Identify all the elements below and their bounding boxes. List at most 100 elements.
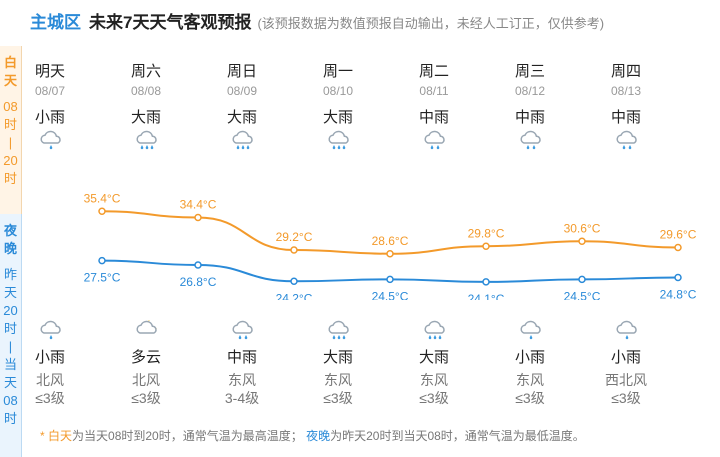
night-temp-label: 27.5°C bbox=[84, 271, 121, 285]
day-temp-label: 29.8°C bbox=[468, 226, 505, 240]
heavy-rain-icon bbox=[134, 128, 160, 152]
weekday-label: 周四 bbox=[610, 63, 641, 80]
night-temp-label: 24.5°C bbox=[564, 289, 601, 300]
night-time-char: 时 bbox=[3, 411, 17, 426]
night-weather-label: 小雨 bbox=[514, 349, 545, 366]
wind-level: ≤3级 bbox=[419, 390, 449, 406]
day-temp-point bbox=[578, 237, 586, 245]
night-temp-label: 24.5°C bbox=[372, 289, 409, 300]
date-label: 08/09 bbox=[226, 84, 258, 98]
day-column[interactable]: 周日 08/09 大雨 中雨 东风 3-4级 bbox=[194, 46, 290, 426]
light-rain-icon bbox=[38, 128, 64, 152]
date-label: 08/07 bbox=[34, 84, 66, 98]
heavy-rain-icon bbox=[326, 128, 352, 152]
daytime-sidebar: 白 天 08 时 | 20 时 bbox=[0, 46, 22, 214]
night-time-char: 时 bbox=[3, 321, 17, 336]
day-weather-label: 小雨 bbox=[34, 109, 65, 126]
moderate-rain-icon bbox=[518, 128, 544, 152]
day-column[interactable]: 周六 08/08 大雨 多云 北风 ≤3级 bbox=[98, 46, 194, 426]
wind-direction: 北风 bbox=[36, 372, 64, 388]
night-time-char: 当 bbox=[3, 357, 17, 372]
night-temp-point bbox=[194, 261, 202, 269]
day-label-char: 白 bbox=[3, 55, 17, 70]
day-weather-label: 中雨 bbox=[418, 109, 449, 126]
night-time-char: 20 bbox=[3, 303, 18, 318]
footer-night-text: 为昨天20时到当天08时，通常气温为最低温度。 bbox=[330, 429, 585, 443]
date-label: 08/12 bbox=[514, 84, 546, 98]
day-weather-label: 中雨 bbox=[610, 109, 641, 126]
night-weather-label: 大雨 bbox=[322, 349, 353, 366]
page-header: 主城区 未来7天天气客观预报 (该预报数据为数值预报自动输出，未经人工订正，仅供… bbox=[30, 8, 604, 34]
night-time-char: 天 bbox=[3, 375, 17, 390]
day-temp-point bbox=[482, 242, 490, 250]
moderate-rain-icon bbox=[614, 128, 640, 152]
day-column[interactable]: 明天 08/07 小雨 小雨 北风 ≤3级 bbox=[2, 46, 98, 426]
date-label: 08/08 bbox=[130, 84, 162, 98]
wind-direction: 东风 bbox=[516, 372, 544, 388]
weekday-label: 周二 bbox=[418, 63, 449, 80]
day-temp-point bbox=[674, 243, 682, 252]
nighttime-sidebar: 夜 晚 昨 天 20 时 | 当 天 08 时 bbox=[0, 214, 22, 457]
day-column[interactable]: 周三 08/12 中雨 小雨 东风 ≤3级 bbox=[482, 46, 578, 426]
day-weather-label: 中雨 bbox=[514, 109, 545, 126]
footer-star: * bbox=[40, 429, 49, 443]
footer-night-word: 夜晚 bbox=[306, 429, 331, 443]
wind-direction: 北风 bbox=[132, 372, 160, 388]
day-time-char: | bbox=[8, 135, 13, 150]
day-weather-label: 大雨 bbox=[130, 109, 161, 126]
night-temp-label: 26.8°C bbox=[180, 275, 217, 289]
light-rain-icon bbox=[614, 318, 640, 342]
light-rain-icon bbox=[518, 318, 544, 342]
wind-level: ≤3级 bbox=[323, 390, 353, 406]
night-temp-label: 24.2°C bbox=[276, 291, 313, 300]
day-time-char: 08 bbox=[3, 99, 18, 114]
day-time-char: 时 bbox=[3, 117, 17, 132]
moderate-rain-icon bbox=[422, 128, 448, 152]
day-temp-label: 29.2°C bbox=[276, 230, 313, 244]
heavy-rain-icon bbox=[422, 318, 448, 342]
night-temp-point bbox=[578, 275, 586, 284]
footer-day-text: 为当天08时到20时，通常气温为最高温度； bbox=[72, 429, 303, 443]
day-time-char: 时 bbox=[3, 171, 17, 186]
forecast-columns: 明天 08/07 小雨 小雨 北风 ≤3级 周六 08/08 大雨 多云 北风 ≤3级 周日 08/09 大… bbox=[22, 46, 720, 426]
day-weather-label: 大雨 bbox=[226, 109, 257, 126]
day-column[interactable]: 周一 08/10 大雨 大雨 东风 ≤3级 bbox=[290, 46, 386, 426]
wind-level: ≤3级 bbox=[35, 390, 65, 406]
day-column[interactable]: 周四 08/13 中雨 小雨 西北风 ≤3级 bbox=[578, 46, 674, 426]
night-weather-label: 大雨 bbox=[418, 349, 449, 366]
weekday-label: 明天 bbox=[34, 63, 65, 80]
day-temp-point bbox=[290, 246, 298, 254]
footer-day-word: 白天 bbox=[48, 429, 73, 443]
disclaimer-note: (该预报数据为数值预报自动输出，未经人工订正，仅供参考) bbox=[257, 16, 605, 31]
wind-level: ≤3级 bbox=[515, 390, 545, 406]
day-temp-label: 29.6°C bbox=[660, 228, 697, 242]
wind-direction: 西北风 bbox=[605, 372, 647, 388]
night-weather-label: 中雨 bbox=[226, 349, 257, 366]
wind-direction: 东风 bbox=[324, 372, 352, 388]
day-column[interactable]: 周二 08/11 中雨 大雨 东风 ≤3级 bbox=[386, 46, 482, 426]
night-label-char: 晚 bbox=[3, 241, 17, 256]
night-weather-label: 小雨 bbox=[34, 349, 65, 366]
day-temp-label: 30.6°C bbox=[564, 221, 601, 235]
night-time-char: 昨 bbox=[3, 267, 17, 282]
night-temp-point bbox=[674, 273, 682, 282]
weekday-label: 周六 bbox=[130, 63, 161, 80]
partly-cloudy-night-icon bbox=[134, 318, 160, 342]
heavy-rain-icon bbox=[326, 318, 352, 342]
heavy-rain-icon bbox=[230, 128, 256, 152]
day-temp-point bbox=[98, 207, 106, 215]
footer-note: * 白天为当天08时到20时，通常气温为最高温度； 夜晚为昨天20时到当天08时… bbox=[40, 427, 585, 444]
night-temp-point bbox=[98, 256, 106, 265]
night-temp-point bbox=[290, 277, 298, 285]
night-label-char: 夜 bbox=[3, 223, 17, 238]
night-temp-label: 24.1°C bbox=[468, 292, 505, 300]
page-title: 未来7天天气客观预报 bbox=[89, 13, 252, 32]
night-weather-label: 小雨 bbox=[610, 349, 641, 366]
wind-direction: 东风 bbox=[228, 372, 256, 388]
day-label-char: 天 bbox=[3, 73, 17, 88]
wind-level: ≤3级 bbox=[611, 390, 641, 406]
moderate-rain-icon bbox=[230, 318, 256, 342]
night-time-char: | bbox=[8, 339, 13, 354]
day-temp-label: 28.6°C bbox=[372, 234, 409, 248]
wind-level: 3-4级 bbox=[224, 390, 260, 406]
